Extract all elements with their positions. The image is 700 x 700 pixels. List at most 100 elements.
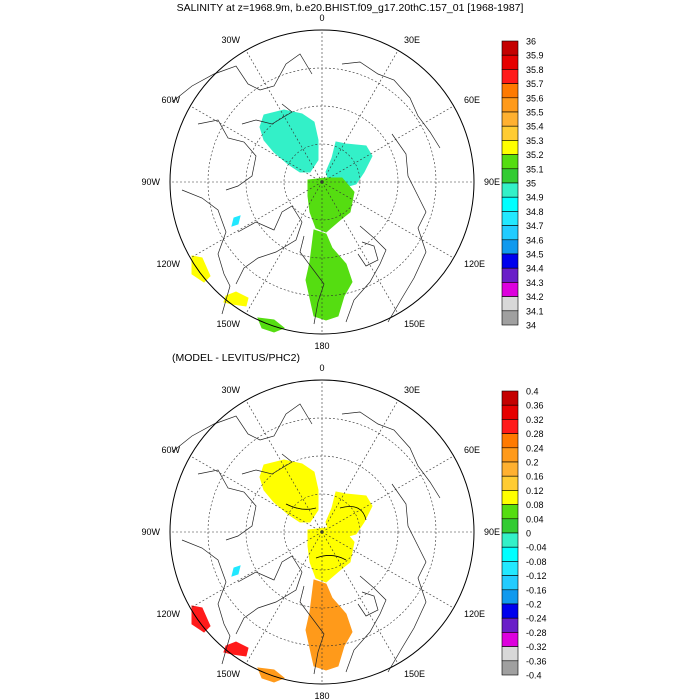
region-makarov-basin [325,141,373,189]
colorbar-label: 35.2 [526,150,544,160]
colorbar-label: -0.28 [526,628,547,638]
longitude-label: 60E [464,95,480,105]
coastline [341,411,441,499]
region-baffin-bay [231,565,241,577]
colorbar-label: 35.4 [526,122,544,132]
longitude-label: 30W [221,385,240,395]
colorbar-label: 35.9 [526,51,544,61]
colorbar-segment [501,419,519,434]
colorbar-label: 34.1 [526,306,544,316]
polar-map-1: 180 150E 120E 90E 60E 30E 0 30W 60W 90W 120W 150W [141,13,500,351]
colorbar-label: -0.36 [526,656,547,666]
colorbar-label: 36 [526,37,536,47]
coastline [345,225,387,323]
colorbar-segment [501,390,519,406]
region-labrador-sea-part-2 [191,255,211,283]
chart-title: SALINITY at z=1968.9m, b.e20.BHIST.f09_g… [176,2,524,14]
colorbar-segment [501,447,519,463]
meridian-line [190,455,323,533]
region-baffin-bay [231,215,241,227]
colorbar-label: 0.4 [526,387,539,397]
meridian-line [245,400,323,533]
coastline [241,453,293,475]
colorbar-segment [501,532,519,548]
region-norwegian-sea [305,579,353,671]
colorbar-label: 35.3 [526,136,544,146]
colorbar-segment [501,632,519,647]
colorbar-segment [501,475,519,491]
colorbar-segment [501,97,519,113]
colorbar-segment [501,54,519,70]
longitude-label: 180 [314,341,329,351]
colorbar-segment [501,239,519,255]
colorbar-label: 35.6 [526,93,544,103]
colorbar-segment [501,461,519,477]
colorbar-label: 35.5 [526,108,544,118]
colorbar-segment [501,111,519,127]
colorbar-2: 0.4 0.36 0.32 0.28 0.24 0.2 0.16 0.12 0.08 0.04 0 -… [501,387,547,681]
colorbar-segment [501,433,519,449]
meridian-line [321,455,454,533]
colorbar-label: -0.2 [526,600,542,610]
meridian-line [190,531,323,609]
longitude-label: 0 [319,363,324,373]
meridian-line [321,531,399,664]
meridian-line [321,400,399,533]
longitude-label: 30W [221,35,240,45]
colorbar-label: 35 [526,179,536,189]
coastline [241,103,293,125]
map-border [169,29,475,335]
longitude-label: 120W [156,259,180,269]
coastline [197,119,257,191]
coastline [171,403,313,453]
colorbar-1: 36 35.9 35.8 35.7 35.6 35.5 35.4 35.3 35.2 35.1 35… [501,37,544,331]
colorbar-label: 34.5 [526,250,544,260]
colorbar-segment [501,253,519,269]
longitude-label: 0 [319,13,324,23]
colorbar-label: -0.16 [526,585,547,595]
meridian-line [245,50,323,183]
colorbar-label: 0.04 [526,514,544,524]
contour-line [315,555,347,561]
coastline [181,189,231,315]
longitude-label: 90W [141,527,160,537]
coastline [197,469,257,541]
longitude-label: 150E [404,319,425,329]
colorbar-segment [501,125,519,141]
longitude-label: 90E [484,177,500,187]
region-canada-basin [259,459,319,523]
meridian-line [321,181,454,259]
region-eurasian-basin [307,177,355,233]
colorbar-label: -0.12 [526,571,547,581]
meridian-line [245,531,323,664]
colorbar-label: 34.8 [526,207,544,217]
colorbar-label: 0.16 [526,472,544,482]
colorbar-segment [501,282,519,297]
colorbar-segment [501,589,519,605]
colorbar-label: -0.08 [526,557,547,567]
colorbar-segment [501,211,519,226]
coastline [235,205,303,285]
region-labrador-sea-part-2 [191,605,211,633]
colorbar-label: 0.2 [526,458,539,468]
colorbar-label: 0.24 [526,443,544,453]
meridian-line [190,105,323,183]
polar-map-2: 180 150E 120E 90E 60E 30E 0 30W 60W 90W 120W 150W [141,363,500,700]
coastline [299,235,325,325]
meridian-line [321,181,399,314]
colorbar-segment [501,225,519,241]
longitude-label: 90E [484,527,500,537]
colorbar-segment [501,617,519,633]
longitude-label: 30E [404,35,420,45]
coastline [181,539,231,665]
longitude-label: 60E [464,445,480,455]
longitude-label: 150E [404,669,425,679]
colorbar-segment [501,518,519,534]
longitude-label: 60W [161,445,180,455]
colorbar-segment [501,603,519,619]
colorbar-label: 35.7 [526,79,544,89]
longitude-label: 180 [314,691,329,700]
longitude-label: 120W [156,609,180,619]
colorbar-segment [501,646,519,662]
region-canada-basin [259,109,319,173]
